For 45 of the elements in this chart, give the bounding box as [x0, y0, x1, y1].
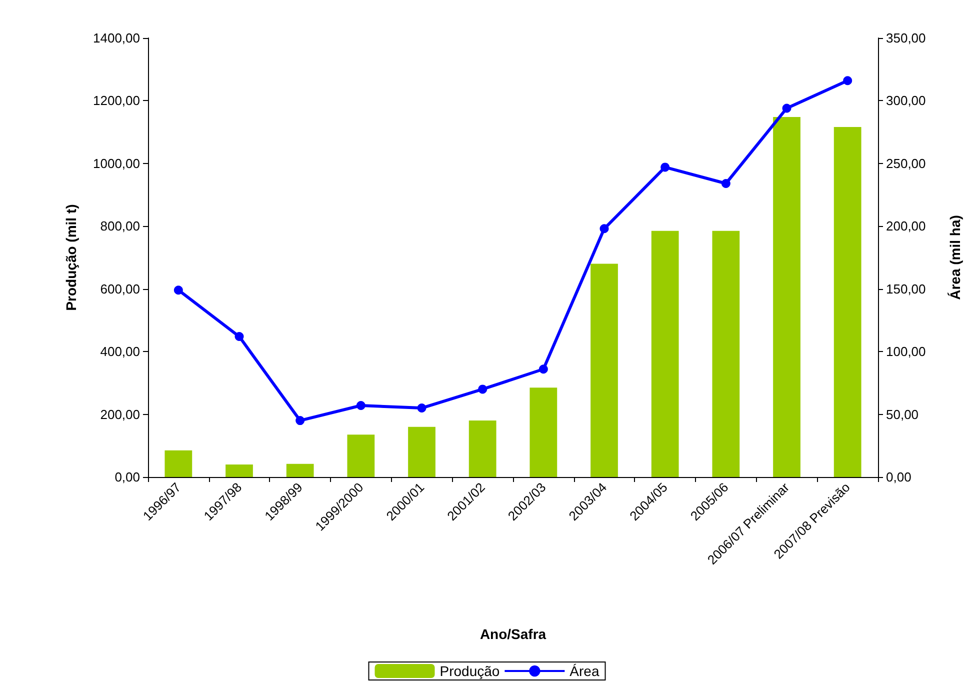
y-tick-label: 400,00	[100, 344, 140, 360]
y-tick-label: 1400,00	[93, 30, 140, 46]
y2-tick-label: 300,00	[886, 93, 926, 108]
bar	[164, 450, 192, 477]
y-tick-label: 1000,00	[93, 156, 140, 171]
point	[660, 162, 670, 172]
bar	[773, 117, 800, 477]
bar	[590, 264, 618, 477]
bar	[347, 434, 375, 477]
y-tick-label: 200,00	[100, 406, 140, 422]
bar	[286, 464, 314, 477]
y2-tick-label: 0,00	[886, 470, 912, 484]
legend-label: Produção	[440, 663, 500, 679]
y-tick-label: 0,00	[114, 470, 140, 484]
bar	[834, 127, 862, 477]
bar	[408, 426, 436, 477]
point	[843, 76, 852, 86]
y2-tick-label: 350,00	[886, 30, 926, 46]
y2-tick-label: 250,00	[886, 156, 926, 171]
y2-axis-title: Área (mil ha)	[947, 215, 963, 300]
y2-tick-label: 200,00	[886, 218, 926, 234]
y2-tick-label: 150,00	[886, 281, 926, 296]
point	[478, 384, 488, 394]
point	[782, 104, 792, 113]
legend-label: Área	[570, 663, 600, 679]
point	[356, 401, 366, 410]
point	[174, 286, 183, 295]
bar	[226, 464, 253, 477]
y2-tick-label: 100,00	[886, 344, 926, 360]
bar	[712, 230, 740, 477]
point	[417, 404, 426, 413]
y-tick-label: 1200,00	[93, 93, 140, 108]
y-tick-label: 800,00	[100, 218, 140, 234]
bar	[651, 230, 679, 477]
point	[538, 364, 548, 374]
point	[296, 416, 305, 426]
point	[600, 224, 609, 234]
point	[721, 179, 730, 188]
bar	[468, 420, 496, 477]
y-axis-title: Produção (mil t)	[63, 204, 79, 311]
x-axis-title: Ano/Safra	[480, 626, 546, 642]
y-tick-label: 600,00	[100, 281, 140, 296]
point	[234, 332, 244, 342]
y2-tick-label: 50,00	[886, 406, 919, 422]
bar	[530, 388, 558, 477]
